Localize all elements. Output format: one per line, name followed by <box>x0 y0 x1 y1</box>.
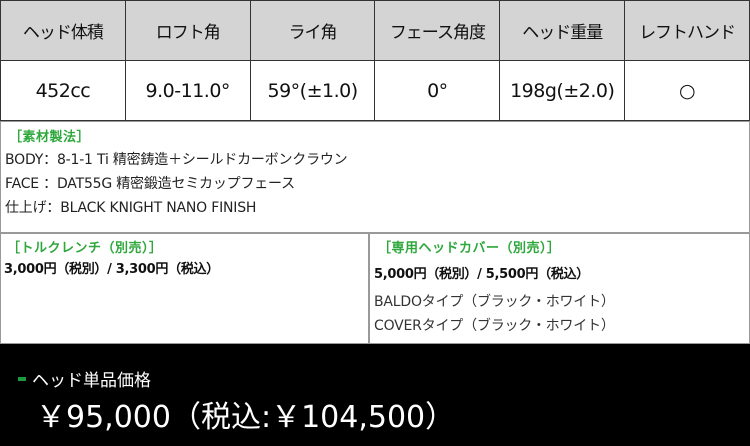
torque-wrench-price: 3,000円（税別）/ 3,300円（税込） <box>4 262 219 277</box>
head-cover-section: ［専用ヘッドカバー（別売）］ 5,000円（税別）/ 5,500円（税込） BA… <box>369 233 750 344</box>
price-footer: ヘッド単品価格 ￥95,000（税込:￥104,500） <box>0 344 750 446</box>
spec-value-row: 452cc 9.0-11.0° 59°(±1.0) 0° 198g(±2.0) … <box>0 60 750 121</box>
value-head-volume: 452cc <box>0 60 126 121</box>
spec-header-row: ヘッド体積 ロフト角 ライ角 フェース角度 ヘッド重量 レフトハンド <box>0 0 750 61</box>
header-head-weight: ヘッド重量 <box>499 0 626 61</box>
value-lie: 59°(±1.0) <box>249 60 376 121</box>
head-cover-type-baldo: BALDOタイプ（ブラック・ホワイト） <box>374 294 615 310</box>
value-head-weight: 198g(±2.0) <box>499 60 626 121</box>
spec-table: ヘッド体積 ロフト角 ライ角 フェース角度 ヘッド重量 レフトハンド 452cc… <box>0 0 750 121</box>
header-face-angle: フェース角度 <box>374 0 501 61</box>
header-loft: ロフト角 <box>124 0 251 61</box>
torque-wrench-section: ［トルクレンチ（別売）］ 3,000円（税別）/ 3,300円（税込） <box>0 233 369 344</box>
header-head-volume: ヘッド体積 <box>0 0 126 61</box>
header-lie: ライ角 <box>249 0 376 61</box>
value-left-hand: ○ <box>624 60 750 121</box>
value-face-angle: 0° <box>374 60 501 121</box>
materials-body: BODY：8-1-1 Ti 精密鋳造＋シールドカーボンクラウン <box>5 152 348 168</box>
head-cover-title: ［専用ヘッドカバー（別売）］ <box>378 241 561 256</box>
materials-finish: 仕上げ：BLACK KNIGHT NANO FINISH <box>5 200 257 216</box>
green-dash-icon <box>18 376 26 381</box>
head-price: ￥95,000（税込:￥104,500） <box>36 400 456 435</box>
materials-face: FACE ：DAT55G 精密鍛造セミカップフェース <box>5 176 295 192</box>
header-left-hand: レフトハンド <box>624 0 750 61</box>
head-cover-price: 5,000円（税別）/ 5,500円（税込） <box>374 267 589 282</box>
materials-title: ［素材製法］ <box>9 130 91 145</box>
value-loft: 9.0-11.0° <box>124 60 251 121</box>
price-label-row: ヘッド単品価格 <box>18 366 151 391</box>
torque-wrench-title: ［トルクレンチ（別売）］ <box>7 241 163 256</box>
materials-section: ［素材製法］ BODY：8-1-1 Ti 精密鋳造＋シールドカーボンクラウン F… <box>0 121 750 233</box>
head-cover-type-cover: COVERタイプ（ブラック・ホワイト） <box>374 318 615 334</box>
price-label: ヘッド単品価格 <box>32 371 151 391</box>
